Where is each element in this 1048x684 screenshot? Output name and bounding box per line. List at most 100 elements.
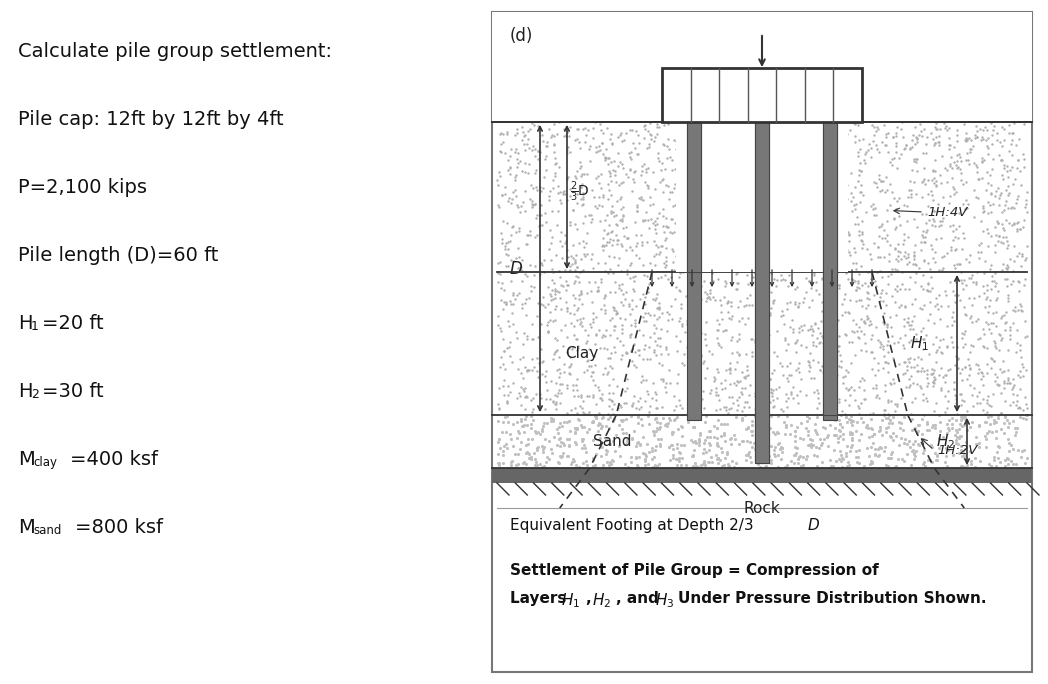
Point (956, 118, 973, 129)
Point (856, 155, 873, 166)
Point (739, 312, 756, 323)
Text: , and: , and (616, 591, 659, 606)
Point (757, 276, 773, 287)
Bar (755, 122, 769, 463)
Point (673, 460, 690, 471)
Point (614, 350, 631, 360)
Point (773, 306, 790, 317)
Point (489, 458, 506, 469)
Point (1001, 120, 1018, 131)
Point (952, 367, 968, 378)
Point (661, 454, 678, 465)
Point (980, 411, 997, 422)
Point (959, 199, 976, 210)
Point (1011, 298, 1028, 309)
Point (563, 457, 580, 468)
Bar (687, 122, 701, 272)
Point (566, 321, 583, 332)
Point (562, 260, 578, 271)
Point (979, 167, 996, 178)
Point (529, 154, 546, 165)
Point (980, 148, 997, 159)
Point (673, 421, 690, 432)
Point (580, 408, 596, 419)
Point (1001, 378, 1018, 389)
Point (537, 207, 553, 218)
Point (592, 169, 609, 180)
Point (534, 135, 551, 146)
Point (560, 252, 576, 263)
Point (594, 137, 611, 148)
Point (844, 274, 860, 285)
Point (999, 414, 1016, 425)
Point (537, 370, 553, 381)
Point (789, 443, 806, 453)
Point (700, 445, 717, 456)
Point (515, 352, 531, 363)
Point (723, 439, 740, 450)
Point (814, 462, 831, 473)
Point (893, 393, 910, 404)
Point (978, 317, 995, 328)
Point (526, 453, 543, 464)
Point (578, 365, 595, 376)
Point (984, 317, 1001, 328)
Point (734, 436, 750, 447)
Point (981, 459, 998, 470)
Point (832, 237, 849, 248)
Point (930, 137, 946, 148)
Point (621, 259, 638, 270)
Point (750, 316, 767, 327)
Point (779, 373, 795, 384)
Point (641, 258, 658, 269)
Point (1011, 383, 1028, 394)
Point (961, 347, 978, 358)
Point (970, 420, 987, 431)
Point (743, 426, 760, 437)
Point (1011, 224, 1028, 235)
Point (518, 411, 534, 422)
Point (553, 388, 570, 399)
Point (956, 395, 973, 406)
Point (714, 118, 730, 129)
Point (1000, 289, 1017, 300)
Point (489, 415, 506, 426)
Point (583, 254, 599, 265)
Point (923, 442, 940, 453)
Point (573, 299, 590, 310)
Point (970, 252, 987, 263)
Point (503, 275, 520, 286)
Point (923, 244, 940, 255)
Point (672, 267, 689, 278)
Point (1003, 455, 1020, 466)
Point (689, 347, 705, 358)
Point (830, 415, 847, 425)
Point (650, 434, 667, 445)
Point (824, 161, 840, 172)
Point (698, 231, 715, 241)
Point (618, 373, 635, 384)
Point (540, 298, 556, 309)
Point (639, 236, 656, 247)
Point (610, 259, 627, 270)
Point (668, 400, 684, 411)
Point (561, 361, 577, 372)
Point (948, 341, 965, 352)
Point (653, 324, 670, 334)
Point (816, 269, 833, 280)
Point (994, 206, 1010, 217)
Point (547, 293, 564, 304)
Point (805, 221, 822, 232)
Point (863, 200, 879, 211)
Point (531, 389, 548, 399)
Point (926, 205, 943, 216)
Point (968, 166, 985, 177)
Point (739, 202, 756, 213)
Point (979, 132, 996, 143)
Point (599, 227, 616, 238)
Point (834, 462, 851, 473)
Point (886, 213, 902, 224)
Point (712, 209, 728, 220)
Point (931, 289, 947, 300)
Point (761, 124, 778, 135)
